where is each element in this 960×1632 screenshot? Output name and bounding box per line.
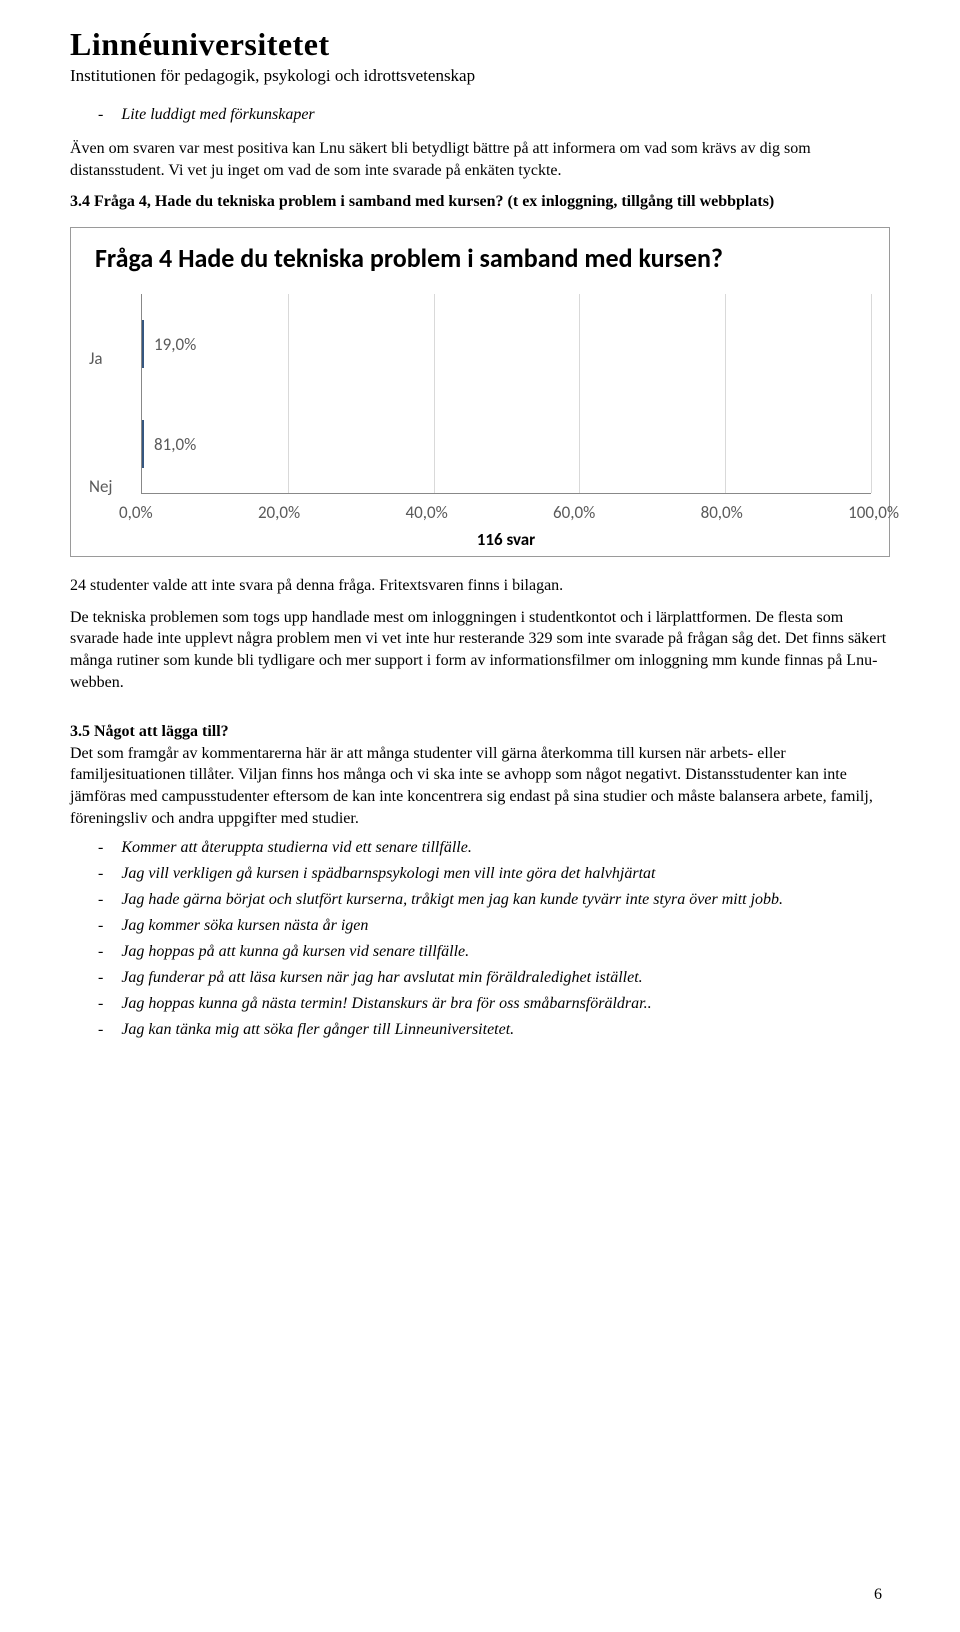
list-item-text: Jag funderar på att läsa kursen när jag … — [121, 969, 642, 987]
gridline — [725, 294, 726, 493]
x-tick-label: 60,0% — [553, 502, 595, 523]
plot-area: 19,0% 81,0% — [141, 294, 871, 494]
list-item-text: Jag hade gärna börjat och slutfört kurse… — [121, 891, 783, 909]
list-item-text: Kommer att återuppta studierna vid ett s… — [121, 839, 471, 857]
chart-plot: Ja Nej 19,0% 81,0% 0,0% 20,0% 40,0% 60,0% 80,… — [89, 294, 871, 550]
institution-text: Institutionen för pedagogik, psykologi o… — [70, 66, 890, 86]
section-heading-35: 3.5 Något att lägga till? — [70, 723, 229, 740]
comments-list: Kommer att återuppta studierna vid ett s… — [70, 839, 890, 1039]
list-item: Jag hade gärna börjat och slutfört kurse… — [98, 891, 890, 909]
gridline — [434, 294, 435, 493]
x-tick-label: 100,0% — [848, 502, 899, 523]
chart-title: Fråga 4 Hade du tekniska problem i samba… — [95, 242, 865, 275]
list-item: Kommer att återuppta studierna vid ett s… — [98, 839, 890, 857]
list-item: Jag kan tänka mig att söka fler gånger t… — [98, 1021, 890, 1039]
list-item: Lite luddigt med förkunskaper — [98, 106, 890, 124]
x-tick-label: 20,0% — [258, 502, 300, 523]
x-tick-label: 0,0% — [119, 502, 153, 523]
bar — [142, 320, 144, 368]
gridline — [871, 294, 872, 493]
list-item: Jag hoppas kunna gå nästa termin! Distan… — [98, 995, 890, 1013]
y-category: Ja — [89, 348, 141, 369]
list-item-text: Jag kommer söka kursen nästa år igen — [121, 917, 368, 935]
gridline — [579, 294, 580, 493]
x-axis-labels: 0,0% 20,0% 40,0% 60,0% 80,0% 100,0% — [119, 502, 899, 523]
list-item-text: Lite luddigt med förkunskaper — [121, 106, 314, 124]
bar — [142, 420, 144, 468]
bar-row: 19,0% — [142, 320, 196, 368]
university-header: Linnéuniversitetet Institutionen för ped… — [70, 28, 890, 86]
bar-value-label: 19,0% — [154, 334, 196, 355]
bar-value-label: 81,0% — [154, 434, 196, 455]
gridline — [288, 294, 289, 493]
x-tick-label: 80,0% — [701, 502, 743, 523]
chart-fraga4: Fråga 4 Hade du tekniska problem i samba… — [70, 227, 890, 558]
intro-bullet-list: Lite luddigt med förkunskaper — [70, 106, 890, 124]
page-number: 6 — [874, 1586, 882, 1604]
list-item: Jag kommer söka kursen nästa år igen — [98, 917, 890, 935]
list-item-text: Jag vill verkligen gå kursen i spädbarns… — [121, 865, 655, 883]
list-item-text: Jag kan tänka mig att söka fler gånger t… — [121, 1021, 514, 1039]
paragraph: Även om svaren var mest positiva kan Lnu… — [70, 138, 890, 181]
list-item: Jag funderar på att läsa kursen när jag … — [98, 969, 890, 987]
list-item-text: Jag hoppas kunna gå nästa termin! Distan… — [121, 995, 651, 1013]
list-item: Jag hoppas på att kunna gå kursen vid se… — [98, 943, 890, 961]
y-category: Nej — [89, 476, 141, 497]
plot-area-wrap: 19,0%81,0% 0,0%20,0%40,0%60,0%80,0%100,0… — [141, 294, 871, 550]
list-item-text: Jag hoppas på att kunna gå kursen vid se… — [121, 943, 469, 961]
paragraph: Det som framgår av kommentarerna här är … — [70, 745, 873, 827]
bar-row: 81,0% — [142, 420, 196, 468]
section-heading-34: 3.4 Fråga 4, Hade du tekniska problem i … — [70, 191, 890, 213]
paragraph: De tekniska problemen som togs upp handl… — [70, 607, 890, 693]
list-item: Jag vill verkligen gå kursen i spädbarns… — [98, 865, 890, 883]
logo-text: Linnéuniversitetet — [70, 28, 890, 60]
section-35-block: 3.5 Något att lägga till? Det som framgå… — [70, 721, 890, 829]
chart-footer: 116 svar — [141, 529, 871, 550]
x-tick-label: 40,0% — [405, 502, 447, 523]
paragraph: 24 studenter valde att inte svara på den… — [70, 575, 890, 597]
